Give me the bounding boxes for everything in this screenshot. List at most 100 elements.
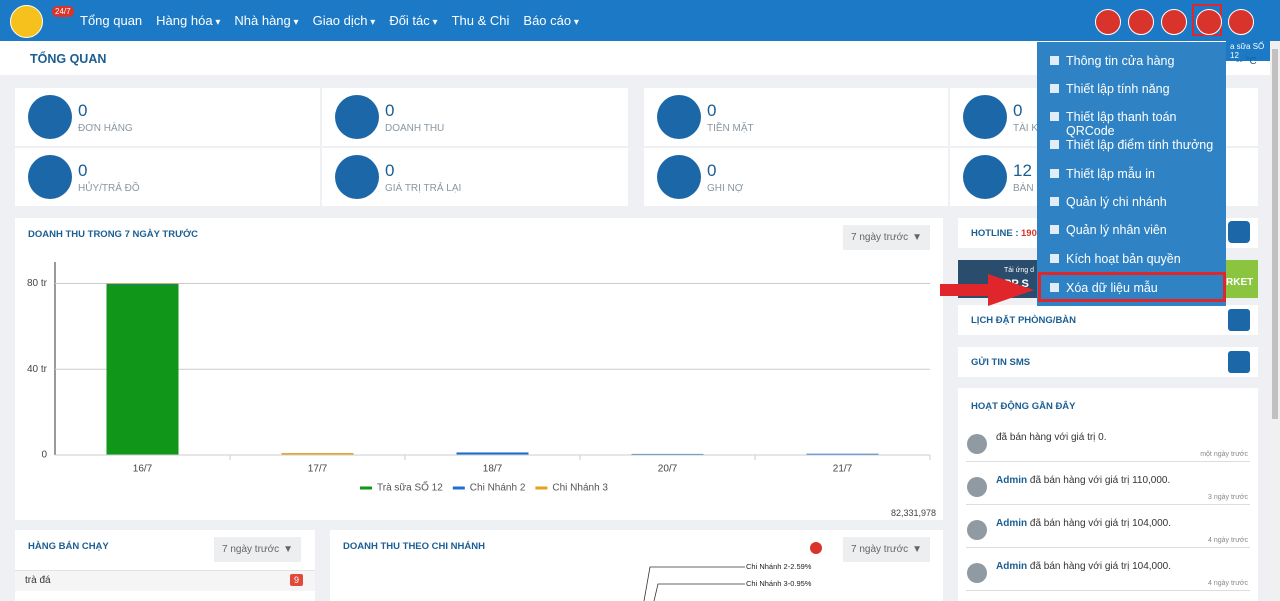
revenue-panel: DOANH THU TRONG 7 NGÀY TRƯỚC 7 ngày trướ… xyxy=(15,218,943,520)
highlight-box xyxy=(1038,272,1226,302)
activity-text: đã bán hàng với giá trị 104,000. xyxy=(1029,561,1171,572)
menu-item[interactable]: Thu & Chi xyxy=(451,13,510,28)
banner-right: RKET xyxy=(1226,277,1254,288)
menu-icon xyxy=(1050,84,1059,93)
stat-label: BÁN xyxy=(1013,183,1034,194)
dropdown-item[interactable]: Thiết lập mẫu in xyxy=(1066,167,1155,181)
menu-item[interactable]: Hàng hóa xyxy=(156,13,220,28)
dropdown-item[interactable]: Quản lý nhân viên xyxy=(1066,223,1167,237)
item-name: trà đá xyxy=(25,575,51,586)
divider xyxy=(966,547,1250,548)
red-arrow xyxy=(940,274,1034,306)
revenue-total: 82,331,978 xyxy=(890,508,936,518)
stat-value: 0 xyxy=(385,161,395,180)
stat-card: 0 GIÁ TRỊ TRẢ LẠI xyxy=(322,148,628,206)
stat-icon xyxy=(335,155,379,199)
best-sellers-title: HÀNG BÁN CHẠY xyxy=(28,541,109,552)
dropdown-item[interactable]: Xóa dữ liệu mẫu xyxy=(1066,281,1158,295)
widget[interactable]: GỬI TIN SMS xyxy=(958,347,1258,377)
widget-icon xyxy=(1228,351,1250,373)
pie-label: Chi Nhánh 2-2.59% xyxy=(746,562,812,571)
stat-icon xyxy=(963,95,1007,139)
leader-lines xyxy=(643,566,745,601)
branch-range-select[interactable]: 7 ngày trước ▼ xyxy=(843,537,930,562)
activity-panel: HOẠT ĐỘNG GẦN ĐÂY đã bán hàng với giá tr… xyxy=(958,388,1258,601)
cart-button[interactable] xyxy=(1095,9,1121,35)
activity-user[interactable]: Admin xyxy=(996,561,1028,572)
activity-icon xyxy=(967,477,987,497)
stat-label: GIÁ TRỊ TRẢ LẠI xyxy=(385,183,462,194)
activity-icon xyxy=(967,434,987,454)
stat-value: 0 xyxy=(385,101,395,120)
bar-segment xyxy=(106,284,179,455)
activity-user[interactable]: Admin xyxy=(996,518,1028,529)
stat-label: TÀI K xyxy=(1013,123,1039,134)
x-tick-label: 21/7 xyxy=(833,464,853,475)
activity-line: Admin đã bán hàng với giá trị 104,000. xyxy=(996,561,1171,572)
activity-time: 4 ngày trước xyxy=(1207,537,1248,544)
activity-text: đã bán hàng với giá trị 104,000. xyxy=(1029,518,1171,529)
range-text: 7 ngày trước xyxy=(851,232,909,243)
menu-item[interactable]: Đối tác xyxy=(389,13,437,28)
edit-button[interactable] xyxy=(1128,9,1154,35)
stat-card: 0 DOANH THU xyxy=(322,88,628,146)
scrollbar[interactable] xyxy=(1270,41,1280,601)
pie-toggle[interactable] xyxy=(810,542,822,554)
widget[interactable]: LỊCH ĐẶT PHÒNG/BÀN xyxy=(958,305,1258,335)
branch-revenue: DOANH THU THEO CHI NHÁNH 7 ngày trước ▼ … xyxy=(330,530,943,601)
bar-segment xyxy=(806,453,879,455)
stat-value: 0 xyxy=(707,161,717,180)
divider xyxy=(966,590,1250,591)
menu-item[interactable]: Tổng quan xyxy=(80,13,143,28)
weather: -- °C xyxy=(1236,56,1257,67)
location-button[interactable] xyxy=(1161,9,1187,35)
widget-icon xyxy=(1228,309,1250,331)
bar-segment xyxy=(456,452,529,455)
x-tick-label: 20/7 xyxy=(658,464,678,475)
dropdown-item[interactable]: Thiết lập thanh toán QRCode xyxy=(1066,110,1177,138)
menu-item[interactable]: Báo cáo xyxy=(523,13,579,28)
divider xyxy=(966,504,1250,505)
activity-title: HOẠT ĐỘNG GẦN ĐÂY xyxy=(971,401,1076,412)
user-button[interactable] xyxy=(1228,9,1254,35)
stat-label: HỦY/TRẢ ĐỒ xyxy=(78,183,140,194)
settings-button[interactable] xyxy=(1196,9,1222,35)
hotline-label: HOTLINE : xyxy=(971,228,1019,239)
stat-label: DOANH THU xyxy=(385,123,445,134)
widget-title: GỬI TIN SMS xyxy=(971,357,1031,368)
dropdown-item[interactable]: Thông tin cửa hàng xyxy=(1066,54,1175,68)
dropdown-item[interactable]: Quản lý chi nhánh xyxy=(1066,195,1167,209)
settings-dropdown: Thông tin cửa hàng Thiết lập tính năng Thi… xyxy=(1037,42,1226,306)
bar-segment xyxy=(281,453,354,455)
activity-user[interactable]: Admin xyxy=(996,475,1028,486)
activity-line: Admin đã bán hàng với giá trị 110,000. xyxy=(996,475,1170,486)
phone-icon[interactable] xyxy=(1228,221,1250,243)
stat-icon xyxy=(28,95,72,139)
badge: 24/7 xyxy=(52,6,74,17)
stat-label: TIỀN MẶT xyxy=(707,123,754,134)
stat-value: 0 xyxy=(1013,101,1023,120)
activity-text: đã bán hàng với giá trị 0. xyxy=(996,432,1107,443)
menu-item[interactable]: Nhà hàng xyxy=(234,13,298,28)
dropdown-item[interactable]: Thiết lập điểm tính thưởng xyxy=(1066,138,1214,152)
best-range-select[interactable]: 7 ngày trước ▼ xyxy=(214,537,301,562)
dropdown-item[interactable]: Thiết lập tính năng xyxy=(1066,82,1170,96)
menu-icon xyxy=(1050,169,1059,178)
stat-value: 0 xyxy=(707,101,717,120)
stat-card: 0 ĐƠN HÀNG xyxy=(15,88,320,146)
activity-line: Admin đã bán hàng với giá trị 104,000. xyxy=(996,518,1171,529)
legend-label: Trà sữa SỐ 12 xyxy=(377,480,443,494)
menu-icon xyxy=(1050,112,1059,121)
y-tick-label: 40 tr xyxy=(27,364,48,375)
best-row: trà đá 9 xyxy=(15,570,315,591)
legend-label: Chi Nhánh 2 xyxy=(470,483,526,494)
menu-item[interactable]: Giao dịch xyxy=(313,13,376,28)
logo[interactable] xyxy=(10,5,43,38)
stat-label: ĐƠN HÀNG xyxy=(78,123,133,134)
dropdown-item[interactable]: Kích hoạt bản quyền xyxy=(1066,252,1181,266)
range-select[interactable]: 7 ngày trước ▼ xyxy=(843,225,930,250)
activity-text: đã bán hàng với giá trị 110,000. xyxy=(1029,475,1171,486)
best-sellers: HÀNG BÁN CHẠY 7 ngày trước ▼ trà đá 9 xyxy=(15,530,315,601)
menu-icon xyxy=(1050,197,1059,206)
